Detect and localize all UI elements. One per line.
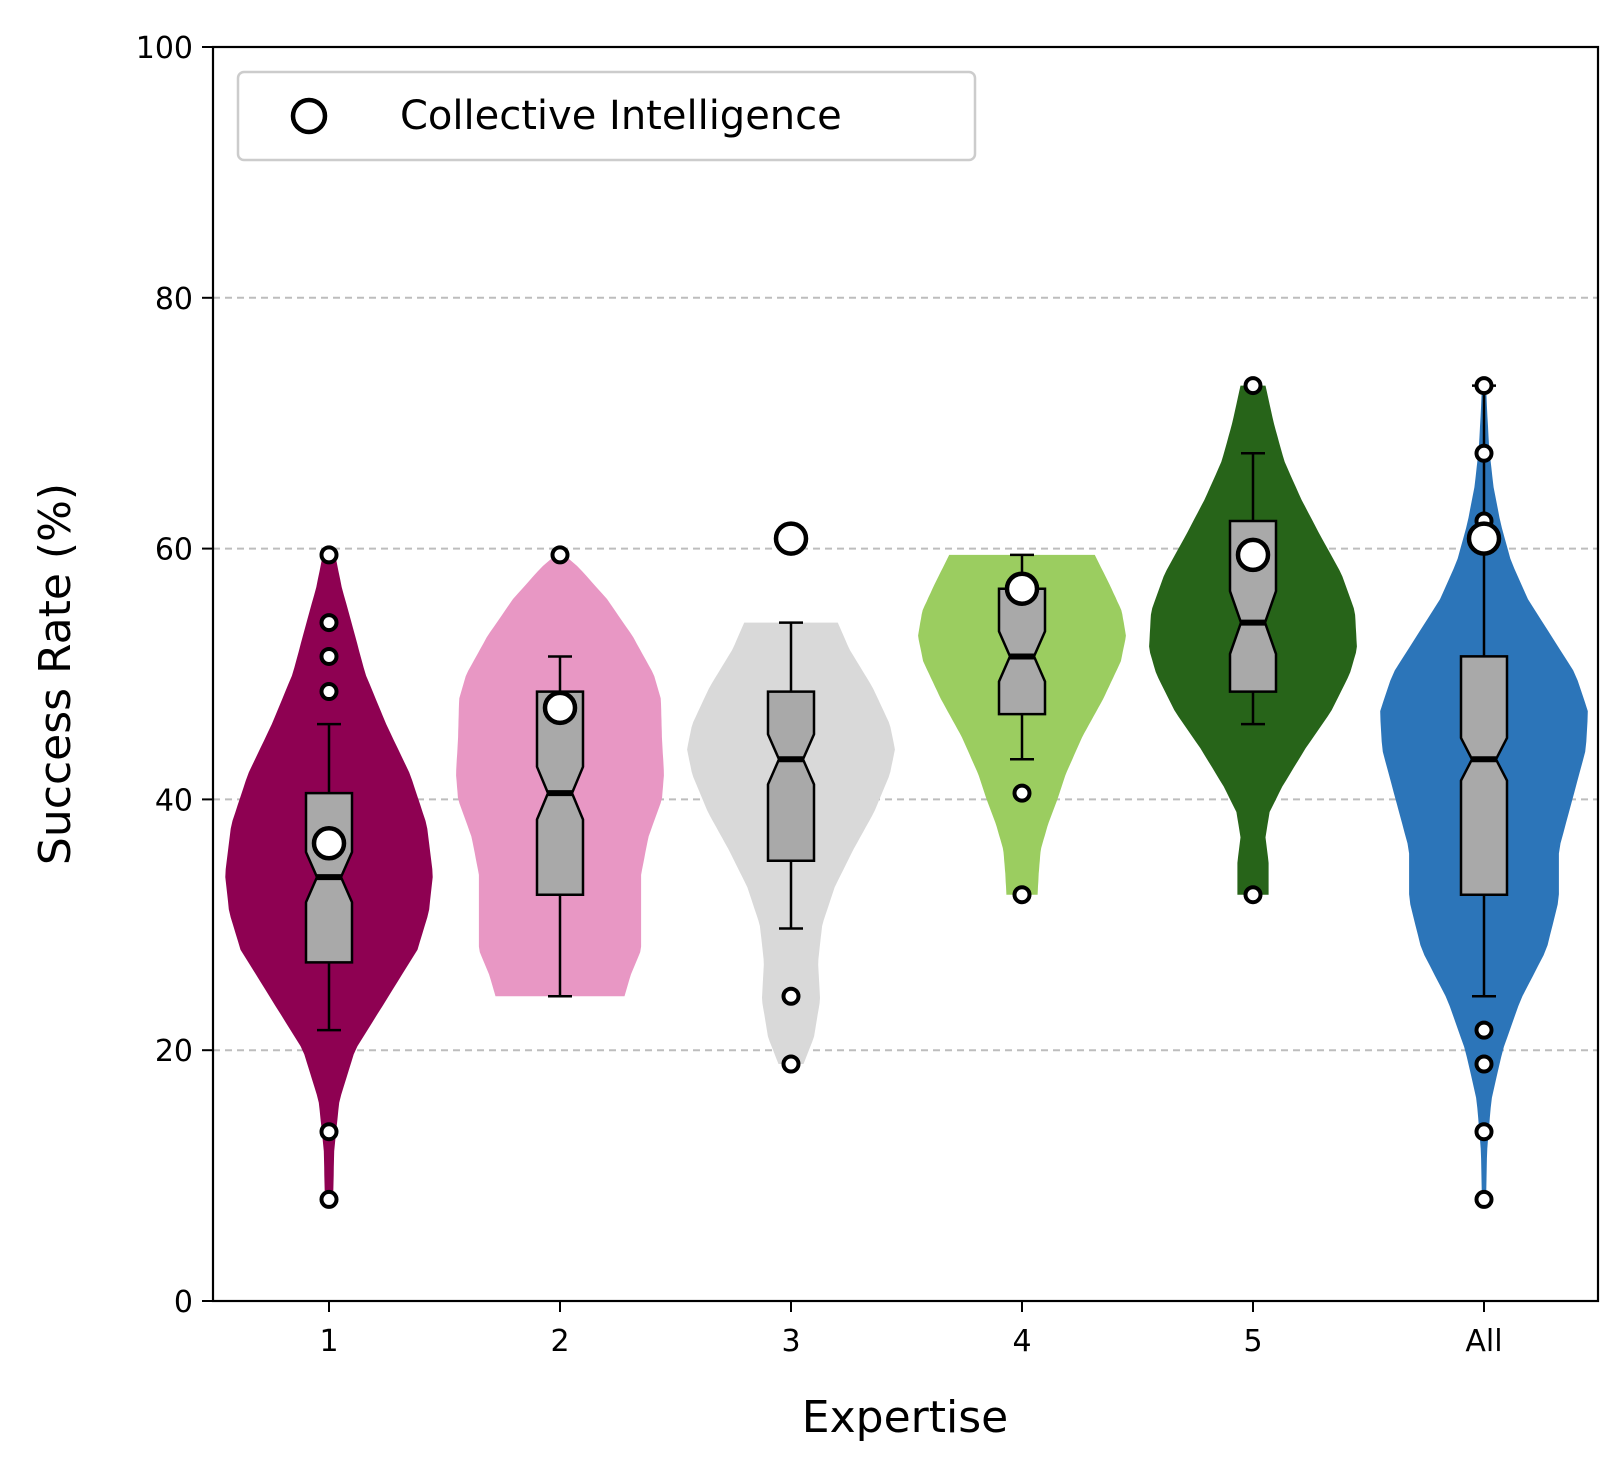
x-tick-label: 4 [1012, 1324, 1031, 1359]
outlier-point [319, 613, 339, 633]
points [311, 376, 1502, 1209]
x-axis-title: Expertise [802, 1392, 1008, 1443]
collective-intelligence-point [542, 690, 578, 726]
y-tick-label: 80 [155, 282, 193, 317]
outlier-point [319, 1189, 339, 1209]
axis-ticks: 0 20 40 60 80 100 1 2 3 4 5 All [136, 31, 1503, 1359]
collective-intelligence-point [311, 826, 347, 861]
outlier-point [319, 682, 339, 702]
x-tick-label: 3 [781, 1324, 800, 1359]
outlier-point [319, 1122, 339, 1142]
y-tick-label: 60 [155, 533, 193, 568]
outlier-point [1012, 783, 1032, 803]
outlier-point [781, 1054, 801, 1074]
outlier-point [1012, 885, 1032, 905]
collective-intelligence-point [773, 521, 809, 556]
outlier-point [781, 986, 801, 1006]
x-tick-label: All [1465, 1324, 1502, 1359]
gridlines [213, 296, 1598, 1052]
outlier-point [319, 545, 339, 565]
violins [225, 385, 1588, 1200]
outlier-point [1474, 1020, 1494, 1040]
y-axis-title: Success Rate (%) [30, 483, 81, 865]
collective-intelligence-point [1235, 537, 1271, 573]
legend-label: Collective Intelligence [400, 93, 842, 139]
y-tick-label: 40 [155, 783, 193, 818]
box-4 [997, 587, 1047, 716]
x-tick-label: 1 [319, 1324, 338, 1359]
legend: Collective Intelligence [236, 70, 977, 162]
y-tick-label: 100 [136, 31, 193, 66]
outlier-point [319, 646, 339, 666]
collective-intelligence-point [1466, 521, 1502, 556]
outlier-point [1243, 885, 1263, 905]
y-tick-label: 0 [174, 1285, 193, 1320]
outlier-point [550, 545, 570, 565]
collective-intelligence-point [1004, 571, 1040, 606]
x-tick-label: 5 [1243, 1324, 1262, 1359]
outlier-point [1474, 1122, 1494, 1142]
y-tick-label: 20 [155, 1034, 193, 1069]
outlier-point [1474, 443, 1494, 463]
outlier-point [1474, 1054, 1494, 1074]
plot-area-frame [211, 45, 1600, 1303]
box-All [1459, 655, 1509, 896]
outlier-point [1243, 376, 1263, 396]
box-3 [766, 690, 816, 863]
x-tick-label: 2 [550, 1324, 569, 1359]
outlier-point [1474, 376, 1494, 396]
legend-frame [236, 70, 977, 162]
outlier-point [1474, 1189, 1494, 1209]
legend-marker [290, 97, 328, 135]
